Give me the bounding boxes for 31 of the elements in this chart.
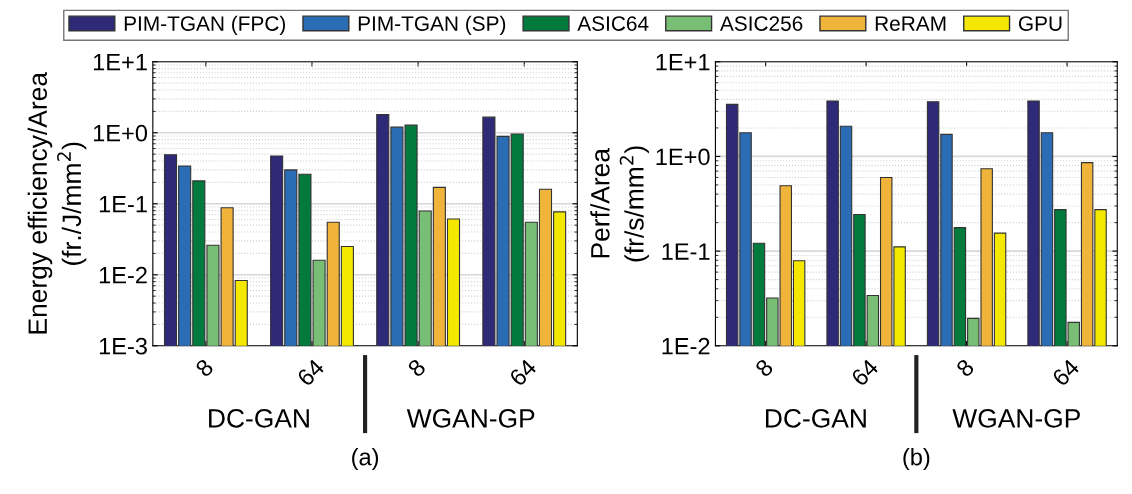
legend-label: ReRAM [875, 16, 946, 31]
text: DC-GAN [209, 408, 309, 428]
y-tick-label: 1E-2 [99, 266, 147, 284]
legend-label: GPU [1018, 16, 1062, 31]
y-tick-label: 1E+1 [93, 54, 147, 71]
y-tick-label: 1E+0 [656, 148, 710, 166]
x-tick-label: 8 [955, 358, 975, 378]
legend-label: ASIC64 [577, 16, 649, 31]
text: WGAN-GP [952, 408, 1080, 428]
y-axis-title: Energy efficiency/Area (fr./J/mm$^{2}$) [27, 71, 87, 334]
y-tick-label: 1E-1 [99, 196, 147, 213]
x-tick-label: 64 [1051, 357, 1081, 387]
legend-label: ASIC256 [719, 16, 803, 31]
text: DC-GAN [766, 408, 866, 428]
legend-label: PIM-TGAN (SP) [358, 15, 506, 36]
x-tick-label: 8 [406, 358, 427, 378]
y-tick-label: 1E+0 [93, 124, 148, 142]
y-axis-title: Perf/Area (fr/s/mm$^{2}$) [590, 146, 649, 262]
x-tick-label: 64 [508, 357, 538, 387]
y-tick-label: 1E-2 [662, 337, 710, 355]
text: (a) [352, 448, 379, 471]
text: (b) [903, 448, 930, 471]
x-tick-label: 8 [754, 358, 775, 378]
y-tick-label: 1E-1 [662, 243, 710, 260]
y-tick-label: 1E-3 [99, 337, 147, 355]
x-tick-label: 64 [296, 357, 326, 387]
legend-label: PIM-TGAN (FPC) [124, 15, 286, 36]
x-tick-label: 8 [194, 358, 215, 378]
text: WGAN-GP [406, 408, 535, 428]
y-tick-label: 1E+1 [656, 54, 710, 71]
x-tick-label: 64 [850, 357, 880, 387]
